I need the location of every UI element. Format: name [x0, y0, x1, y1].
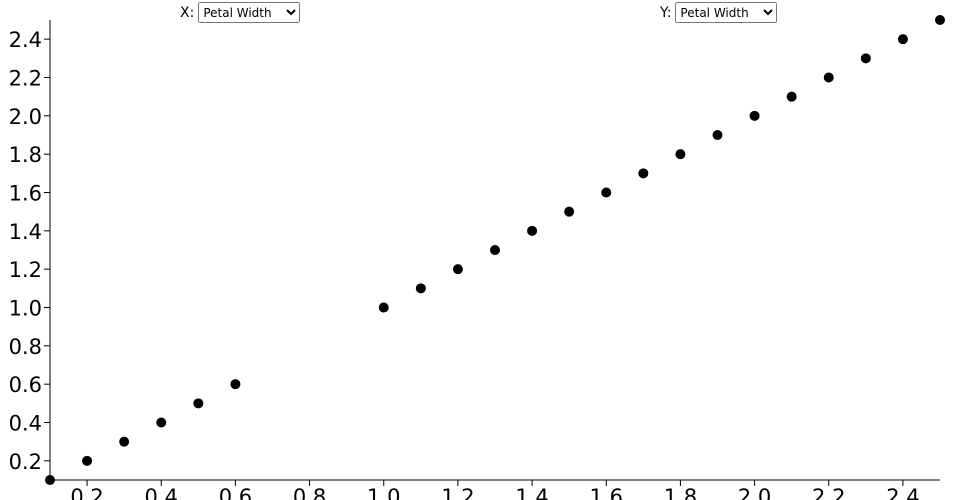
point — [230, 379, 241, 390]
y-tick-label: 1.2 — [9, 258, 42, 282]
x-select[interactable]: Petal Width — [198, 2, 301, 23]
point — [897, 34, 908, 45]
x-tick-label: 1.4 — [515, 485, 548, 500]
point — [82, 455, 93, 466]
point — [749, 110, 760, 121]
x-tick-label: 2.4 — [886, 485, 919, 500]
x-tick-label: 2.2 — [812, 485, 845, 500]
y-tick-label: 0.4 — [9, 412, 42, 436]
x-tick-label: 0.2 — [70, 485, 103, 500]
y-tick-label: 0.6 — [9, 373, 42, 397]
point — [675, 149, 686, 160]
point — [378, 302, 389, 313]
y-tick-label: 1.0 — [9, 297, 42, 321]
point — [452, 264, 463, 275]
y-tick-label: 1.8 — [9, 143, 42, 167]
y-tick-label: 2.2 — [9, 67, 42, 91]
point — [490, 245, 500, 255]
y-tick-label: 0.2 — [9, 450, 42, 474]
point — [119, 436, 130, 447]
point — [156, 417, 167, 428]
y-tick-label: 0.8 — [9, 335, 42, 359]
point — [564, 206, 575, 217]
x-tick-label: 2.0 — [738, 485, 771, 500]
x-tick-label: 0.8 — [293, 485, 326, 500]
x-label: X: — [180, 4, 195, 21]
y-tick-label: 1.6 — [9, 182, 42, 206]
point — [786, 91, 797, 102]
x-tick-label: 1.8 — [664, 485, 697, 500]
y-tick-label: 1.4 — [9, 220, 42, 244]
point — [601, 187, 612, 198]
point — [638, 168, 649, 179]
x-tick-label: 1.6 — [590, 485, 623, 500]
y-select[interactable]: Petal Width — [675, 2, 778, 23]
x-tick-label: 1.0 — [367, 485, 400, 500]
x-control: X: Petal Width — [180, 2, 301, 23]
x-tick-label: 0.4 — [145, 485, 178, 500]
point — [45, 475, 55, 485]
y-tick-label: 2.4 — [9, 28, 42, 52]
y-tick-label: 2.0 — [9, 105, 42, 129]
x-tick-label: 1.2 — [441, 485, 474, 500]
y-control: Y: Petal Width — [660, 2, 778, 23]
y-label: Y: — [660, 4, 672, 21]
point — [935, 15, 945, 25]
point — [193, 398, 204, 409]
point — [860, 53, 871, 64]
x-tick-label: 0.6 — [219, 485, 252, 500]
point — [823, 72, 834, 83]
point — [527, 225, 538, 236]
point — [415, 283, 426, 294]
point — [712, 130, 723, 140]
